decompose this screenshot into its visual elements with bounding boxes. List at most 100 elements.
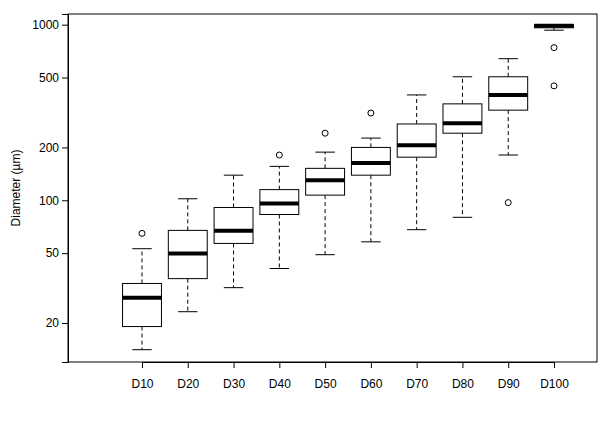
y-tick-label: 500	[39, 71, 59, 85]
lower-whisker	[416, 157, 417, 230]
x-tick-mark	[508, 362, 509, 368]
upper-whisker	[416, 95, 417, 124]
box	[123, 283, 162, 326]
y-tick-label: 50	[46, 246, 60, 260]
box	[489, 77, 528, 110]
box-group	[214, 175, 253, 288]
upper-whisker	[325, 152, 326, 168]
upper-whisker	[279, 166, 280, 189]
outlier	[322, 130, 328, 136]
x-tick: D10	[131, 362, 153, 391]
x-tick-mark	[462, 362, 463, 368]
lower-whisker-cap	[178, 311, 197, 312]
outlier	[368, 110, 374, 116]
box	[351, 147, 390, 175]
lower-whisker-cap	[544, 30, 563, 31]
upper-whisker	[370, 138, 371, 147]
lower-whisker	[187, 279, 188, 312]
x-tick: D80	[452, 362, 474, 391]
upper-whisker-cap	[498, 58, 517, 59]
median	[168, 251, 207, 255]
y-tick: 500	[39, 71, 68, 85]
plot-area	[123, 25, 574, 350]
box-group	[306, 130, 345, 254]
median	[123, 296, 162, 300]
upper-whisker	[142, 249, 143, 284]
x-tick: D100	[540, 362, 569, 391]
upper-whisker-cap	[178, 198, 197, 199]
lower-whisker	[142, 327, 143, 350]
y-axis-line	[62, 15, 69, 363]
lower-whisker	[370, 175, 371, 242]
y-tick: 20	[46, 316, 68, 330]
x-tick-mark	[371, 362, 372, 368]
y-tick-mark	[62, 78, 68, 79]
y-tick-mark	[62, 253, 68, 254]
upper-whisker-cap	[407, 94, 426, 95]
box	[260, 190, 299, 215]
lower-whisker-cap	[498, 155, 517, 156]
upper-whisker	[233, 175, 234, 207]
lower-whisker	[325, 195, 326, 255]
box-group	[260, 152, 299, 268]
y-tick-mark	[62, 200, 68, 201]
chart: 20501002005001000D10D20D30D40D50D60D70D8…	[0, 0, 612, 433]
x-tick-mark	[188, 362, 189, 368]
y-tick-mark	[62, 147, 68, 148]
upper-whisker	[187, 199, 188, 231]
y-axis: 20501002005001000	[32, 15, 68, 363]
box-group	[397, 95, 436, 230]
y-axis-title: Diameter (µm)	[9, 150, 23, 227]
median	[214, 229, 253, 233]
box-group	[489, 59, 528, 206]
lower-whisker-cap	[361, 241, 380, 242]
upper-whisker	[462, 77, 463, 104]
lower-whisker	[279, 214, 280, 268]
x-tick-label: D40	[269, 377, 291, 391]
x-tick-label: D100	[540, 377, 569, 391]
box-group	[535, 25, 574, 89]
upper-whisker-cap	[132, 248, 151, 249]
x-tick: D40	[269, 362, 291, 391]
x-tick-label: D10	[131, 377, 153, 391]
box	[168, 230, 207, 278]
y-tick-label: 100	[39, 194, 59, 208]
box-group	[443, 77, 482, 218]
outlier	[276, 152, 282, 158]
lower-whisker	[462, 133, 463, 217]
upper-whisker-cap	[224, 175, 243, 176]
box	[306, 168, 345, 195]
lower-whisker-cap	[224, 287, 243, 288]
y-tick-label: 20	[46, 316, 60, 330]
box-group	[123, 230, 162, 349]
x-tick-mark	[325, 362, 326, 368]
x-tick-label: D90	[498, 377, 520, 391]
x-tick-label: D60	[360, 377, 382, 391]
box-group	[351, 110, 390, 242]
x-tick: D60	[360, 362, 382, 391]
x-tick-label: D50	[315, 377, 337, 391]
y-tick-mark	[62, 25, 68, 26]
y-tick: 1000	[32, 18, 68, 32]
x-tick-label: D20	[177, 377, 199, 391]
x-tick: D20	[177, 362, 199, 391]
box	[535, 25, 574, 28]
box	[397, 124, 436, 157]
lower-whisker	[233, 243, 234, 287]
x-tick-mark	[234, 362, 235, 368]
median	[351, 161, 390, 165]
outlier	[551, 83, 557, 89]
lower-whisker-cap	[315, 254, 334, 255]
x-tick-mark	[279, 362, 280, 368]
upper-whisker-cap	[315, 152, 334, 153]
median	[489, 93, 528, 97]
median	[443, 121, 482, 125]
outlier	[551, 45, 557, 51]
x-tick: D70	[406, 362, 428, 391]
outlier	[139, 230, 145, 236]
median	[260, 201, 299, 205]
x-tick-label: D70	[406, 377, 428, 391]
x-tick: D30	[223, 362, 245, 391]
outlier	[505, 200, 511, 206]
lower-whisker-cap	[270, 268, 289, 269]
